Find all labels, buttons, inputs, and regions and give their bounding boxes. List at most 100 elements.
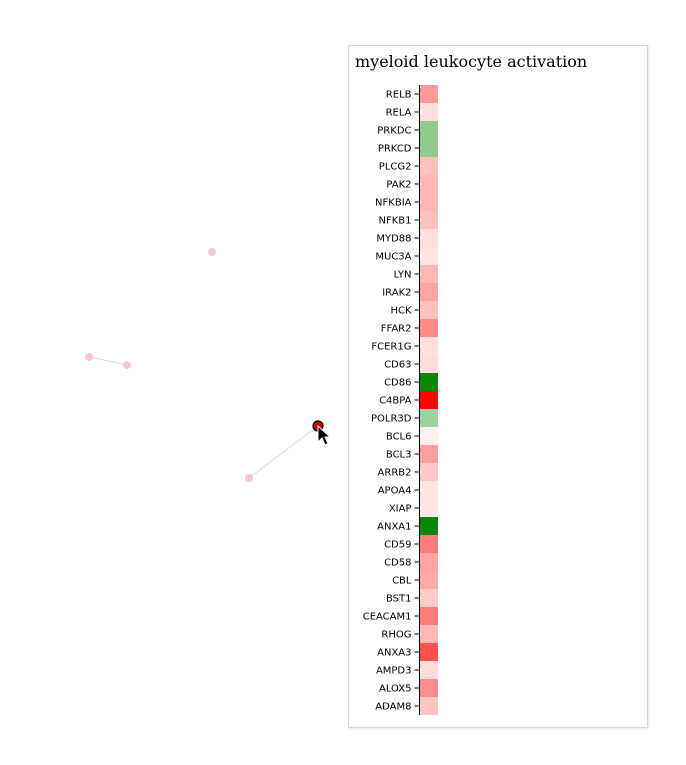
- heatmap-cell: [420, 373, 438, 391]
- heatmap-row: CD58: [384, 553, 438, 571]
- gene-label: APOA4: [378, 486, 412, 497]
- gene-label: ANXA3: [377, 648, 411, 659]
- heatmap-row: RELA: [386, 103, 438, 121]
- heatmap-row: PLCG2: [379, 157, 438, 175]
- heatmap-row: ANXA1: [377, 517, 438, 535]
- heatmap-cell: [420, 661, 438, 679]
- heatmap-row: FFAR2: [381, 319, 438, 337]
- heatmap-cell: [420, 283, 438, 301]
- heatmap-row: POLR3D: [371, 409, 438, 427]
- panel-title: myeloid leukocyte activation: [355, 52, 588, 71]
- node-b[interactable]: [85, 353, 93, 361]
- gene-label: NFKB1: [378, 216, 411, 227]
- gene-label: RELB: [386, 90, 412, 101]
- heatmap-row: MYD88: [376, 229, 438, 247]
- gene-label: NFKBIA: [375, 198, 412, 209]
- heatmap-row: ARRB2: [378, 463, 438, 481]
- heatmap-cell: [420, 481, 438, 499]
- heatmap-cell: [420, 535, 438, 553]
- heatmap-cell: [420, 265, 438, 283]
- gene-tooltip-panel: myeloid leukocyte activation RELB RELA PRK…: [348, 45, 648, 728]
- heatmap-row: IRAK2: [382, 283, 438, 301]
- node-a[interactable]: [208, 248, 216, 256]
- heatmap-row: XIAP: [389, 499, 438, 517]
- gene-label: FCER1G: [371, 342, 411, 353]
- heatmap-cell: [420, 697, 438, 715]
- gene-label: MUC3A: [375, 252, 411, 263]
- heatmap-cell: [420, 247, 438, 265]
- heatmap-row: PRKCD: [378, 139, 438, 157]
- gene-label: PAK2: [386, 180, 411, 191]
- node-c[interactable]: [123, 361, 131, 369]
- heatmap-cell: [420, 589, 438, 607]
- heatmap-cell: [420, 571, 438, 589]
- heatmap-cell: [420, 463, 438, 481]
- heatmap-cell: [420, 427, 438, 445]
- heatmap-row: BCL3: [386, 445, 438, 463]
- network-edge: [88, 356, 128, 366]
- gene-label: CD59: [384, 540, 411, 551]
- heatmap-row: CD63: [384, 355, 438, 373]
- heatmap-cell: [420, 211, 438, 229]
- heatmap-cell: [420, 337, 438, 355]
- gene-label: PRKCD: [378, 144, 412, 155]
- gene-label: BCL3: [386, 450, 412, 461]
- heatmap-cell: [420, 499, 438, 517]
- network-edges: [88, 356, 319, 479]
- gene-label: PRKDC: [377, 126, 411, 137]
- heatmap-cell: [420, 301, 438, 319]
- gene-label: ARRB2: [378, 468, 412, 479]
- heatmap-row: PRKDC: [377, 121, 438, 139]
- gene-label: RELA: [386, 108, 412, 119]
- gene-label: BCL6: [386, 432, 412, 443]
- heatmap-cell: [420, 121, 438, 139]
- gene-label: CD63: [384, 360, 411, 371]
- gene-label: POLR3D: [371, 414, 412, 425]
- gene-label: XIAP: [389, 504, 412, 515]
- heatmap-cell: [420, 643, 438, 661]
- heatmap-cell: [420, 319, 438, 337]
- heatmap-row: LYN: [394, 265, 438, 283]
- gene-label: CEACAM1: [363, 612, 412, 623]
- heatmap-row: AMPD3: [376, 661, 438, 679]
- heatmap-cell: [420, 625, 438, 643]
- gene-label: BST1: [386, 594, 412, 605]
- gene-label: CD86: [384, 378, 411, 389]
- heatmap-row: NFKB1: [378, 211, 438, 229]
- gene-label: ALOX5: [379, 684, 412, 695]
- gene-label: LYN: [394, 270, 412, 281]
- heatmap-row: NFKBIA: [375, 193, 438, 211]
- gene-label: MYD88: [376, 234, 411, 245]
- node-d[interactable]: [245, 474, 253, 482]
- gene-label: ANXA1: [377, 522, 411, 533]
- heatmap-cell: [420, 391, 438, 409]
- heatmap-row: C4BPA: [379, 391, 438, 409]
- heatmap-row: RELB: [386, 85, 438, 103]
- gene-label: AMPD3: [376, 666, 412, 677]
- gene-label: C4BPA: [379, 396, 412, 407]
- gene-label: FFAR2: [381, 324, 412, 335]
- gene-label: ADAM8: [375, 702, 411, 713]
- heatmap-row: BCL6: [386, 427, 438, 445]
- gene-heatmap: RELB RELA PRKDC PRKCD PLCG2 PAK2 NFKBIA NFKB1 MY…: [363, 85, 438, 715]
- heatmap-cell: [420, 175, 438, 193]
- heatmap-row: PAK2: [386, 175, 438, 193]
- heatmap-rows: RELB RELA PRKDC PRKCD PLCG2 PAK2 NFKBIA NFKB1 MY…: [363, 85, 438, 715]
- heatmap-cell: [420, 157, 438, 175]
- gene-label: PLCG2: [379, 162, 412, 173]
- heatmap-row: MUC3A: [375, 247, 438, 265]
- heatmap-row: CD59: [384, 535, 438, 553]
- gene-label: HCK: [390, 306, 412, 317]
- heatmap-cell: [420, 409, 438, 427]
- heatmap-row: CEACAM1: [363, 607, 438, 625]
- heatmap-row: FCER1G: [371, 337, 438, 355]
- heatmap-row: ALOX5: [379, 679, 438, 697]
- heatmap-row: CBL: [392, 571, 438, 589]
- heatmap-row: RHOG: [381, 625, 438, 643]
- network-edge: [248, 425, 319, 479]
- heatmap-cell: [420, 517, 438, 535]
- gene-label: RHOG: [381, 630, 411, 641]
- heatmap-cell: [420, 355, 438, 373]
- heatmap-cell: [420, 445, 438, 463]
